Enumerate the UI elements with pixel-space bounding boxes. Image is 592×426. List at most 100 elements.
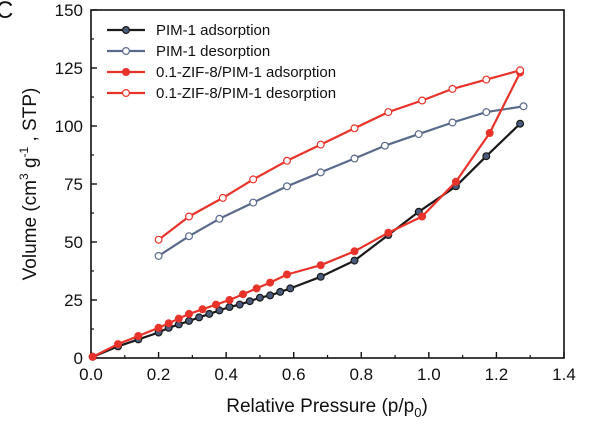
series-line [157,69,521,241]
x-tick-label: 1.0 [417,365,441,384]
x-tick-label: 0.0 [79,365,103,384]
y-tick-label: 75 [64,175,83,194]
data-point [316,140,325,149]
data-point [519,102,528,111]
series-2 [154,102,528,260]
data-point [113,340,122,349]
data-point [266,291,275,300]
data-point [185,232,194,241]
data-point [384,228,393,237]
data-point [215,306,224,315]
x-tick-label: 1.4 [552,365,576,384]
data-point [350,256,359,265]
x-tick-label: 0.6 [282,365,306,384]
data-point [350,154,359,163]
data-point [185,309,194,318]
data-point [255,293,264,302]
x-tick-label: 0.2 [147,365,171,384]
legend-label: PIM-1 adsorption [156,22,270,39]
data-point [252,284,261,293]
series-4 [154,66,525,244]
data-point [225,296,234,305]
data-point [516,66,525,75]
data-point [185,212,194,221]
data-point [482,152,491,161]
series-group [88,66,528,361]
legend: PIM-1 adsorption PIM-1 desorption 0.1-ZIF-… [107,22,336,102]
data-point [154,251,163,260]
x-tick-label: 0.8 [349,365,373,384]
x-tick-label: 0.4 [214,365,238,384]
data-point [316,168,325,177]
data-point [205,309,214,318]
legend-item: 0.1-ZIF-8/PIM-1 desorption [107,85,336,102]
legend-label: 0.1-ZIF-8/PIM-1 desorption [156,85,336,102]
data-point [316,272,325,281]
y-tick-label: 150 [55,1,83,20]
data-point [380,141,389,150]
data-point [384,108,393,117]
y-tick-label: 100 [55,117,83,136]
y-tick-label: 50 [64,233,83,252]
data-point [225,303,234,312]
data-point [195,313,204,322]
data-point [482,75,491,84]
legend-swatch-marker [121,67,130,76]
series-1 [88,119,525,361]
data-point [418,212,427,221]
data-point [448,118,457,127]
data-point [316,261,325,270]
data-point [245,297,254,306]
legend-swatch-marker [121,46,130,55]
data-point [134,332,143,341]
data-point [451,177,460,186]
data-point [286,284,295,293]
data-point [235,300,244,309]
legend-swatch-marker [121,88,130,97]
data-point [350,124,359,133]
data-point [283,156,292,165]
panel-label: C [0,0,13,24]
axis-ticks: 0.0 0.2 0.4 0.6 0.8 1.0 1.2 1.4 0 25 50 75 100 125 150 [55,1,576,384]
data-point [414,130,423,139]
data-point [283,182,292,191]
data-point [283,270,292,279]
data-point [198,305,207,314]
series-3 [88,68,525,361]
data-point [276,287,285,296]
series-line [92,72,522,358]
legend-item: PIM-1 desorption [107,43,270,60]
legend-label: 0.1-ZIF-8/PIM-1 adsorption [156,64,336,81]
x-tick-label: 1.2 [485,365,509,384]
data-point [418,96,427,105]
data-point [174,314,183,323]
legend-label: PIM-1 desorption [156,43,270,60]
data-point [215,214,224,223]
data-point [350,247,359,256]
data-point [239,290,248,299]
data-point [249,198,258,207]
legend-swatch-marker [121,26,130,35]
data-point [218,193,227,202]
data-point [185,316,194,325]
data-point [485,129,494,138]
legend-item: PIM-1 adsorption [107,22,270,39]
legend-item: 0.1-ZIF-8/PIM-1 adsorption [107,64,336,81]
data-point [212,300,221,309]
data-point [516,119,525,128]
data-point [482,108,491,117]
y-tick-label: 125 [55,59,83,78]
plot-frame [90,9,565,359]
data-point [88,352,97,361]
x-axis-label: Relative Pressure (p/p0) [226,396,428,420]
y-axis-label: Volume (cm3 g-1 , STP) [17,88,41,281]
data-point [249,175,258,184]
series-line [158,105,524,257]
data-point [164,319,173,328]
data-point [266,278,275,287]
data-point [154,323,163,332]
y-tick-label: 25 [64,291,83,310]
data-point [154,235,163,244]
data-point [448,84,457,93]
